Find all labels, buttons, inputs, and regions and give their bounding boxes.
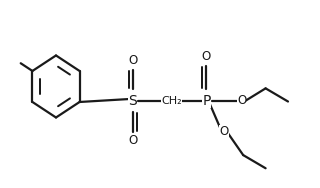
Text: S: S (128, 94, 137, 108)
Text: CH₂: CH₂ (161, 96, 181, 106)
Text: O: O (202, 50, 211, 63)
Text: O: O (128, 134, 137, 148)
Text: O: O (237, 94, 246, 107)
Text: O: O (128, 54, 137, 67)
Text: P: P (202, 94, 211, 108)
Text: O: O (220, 125, 228, 138)
